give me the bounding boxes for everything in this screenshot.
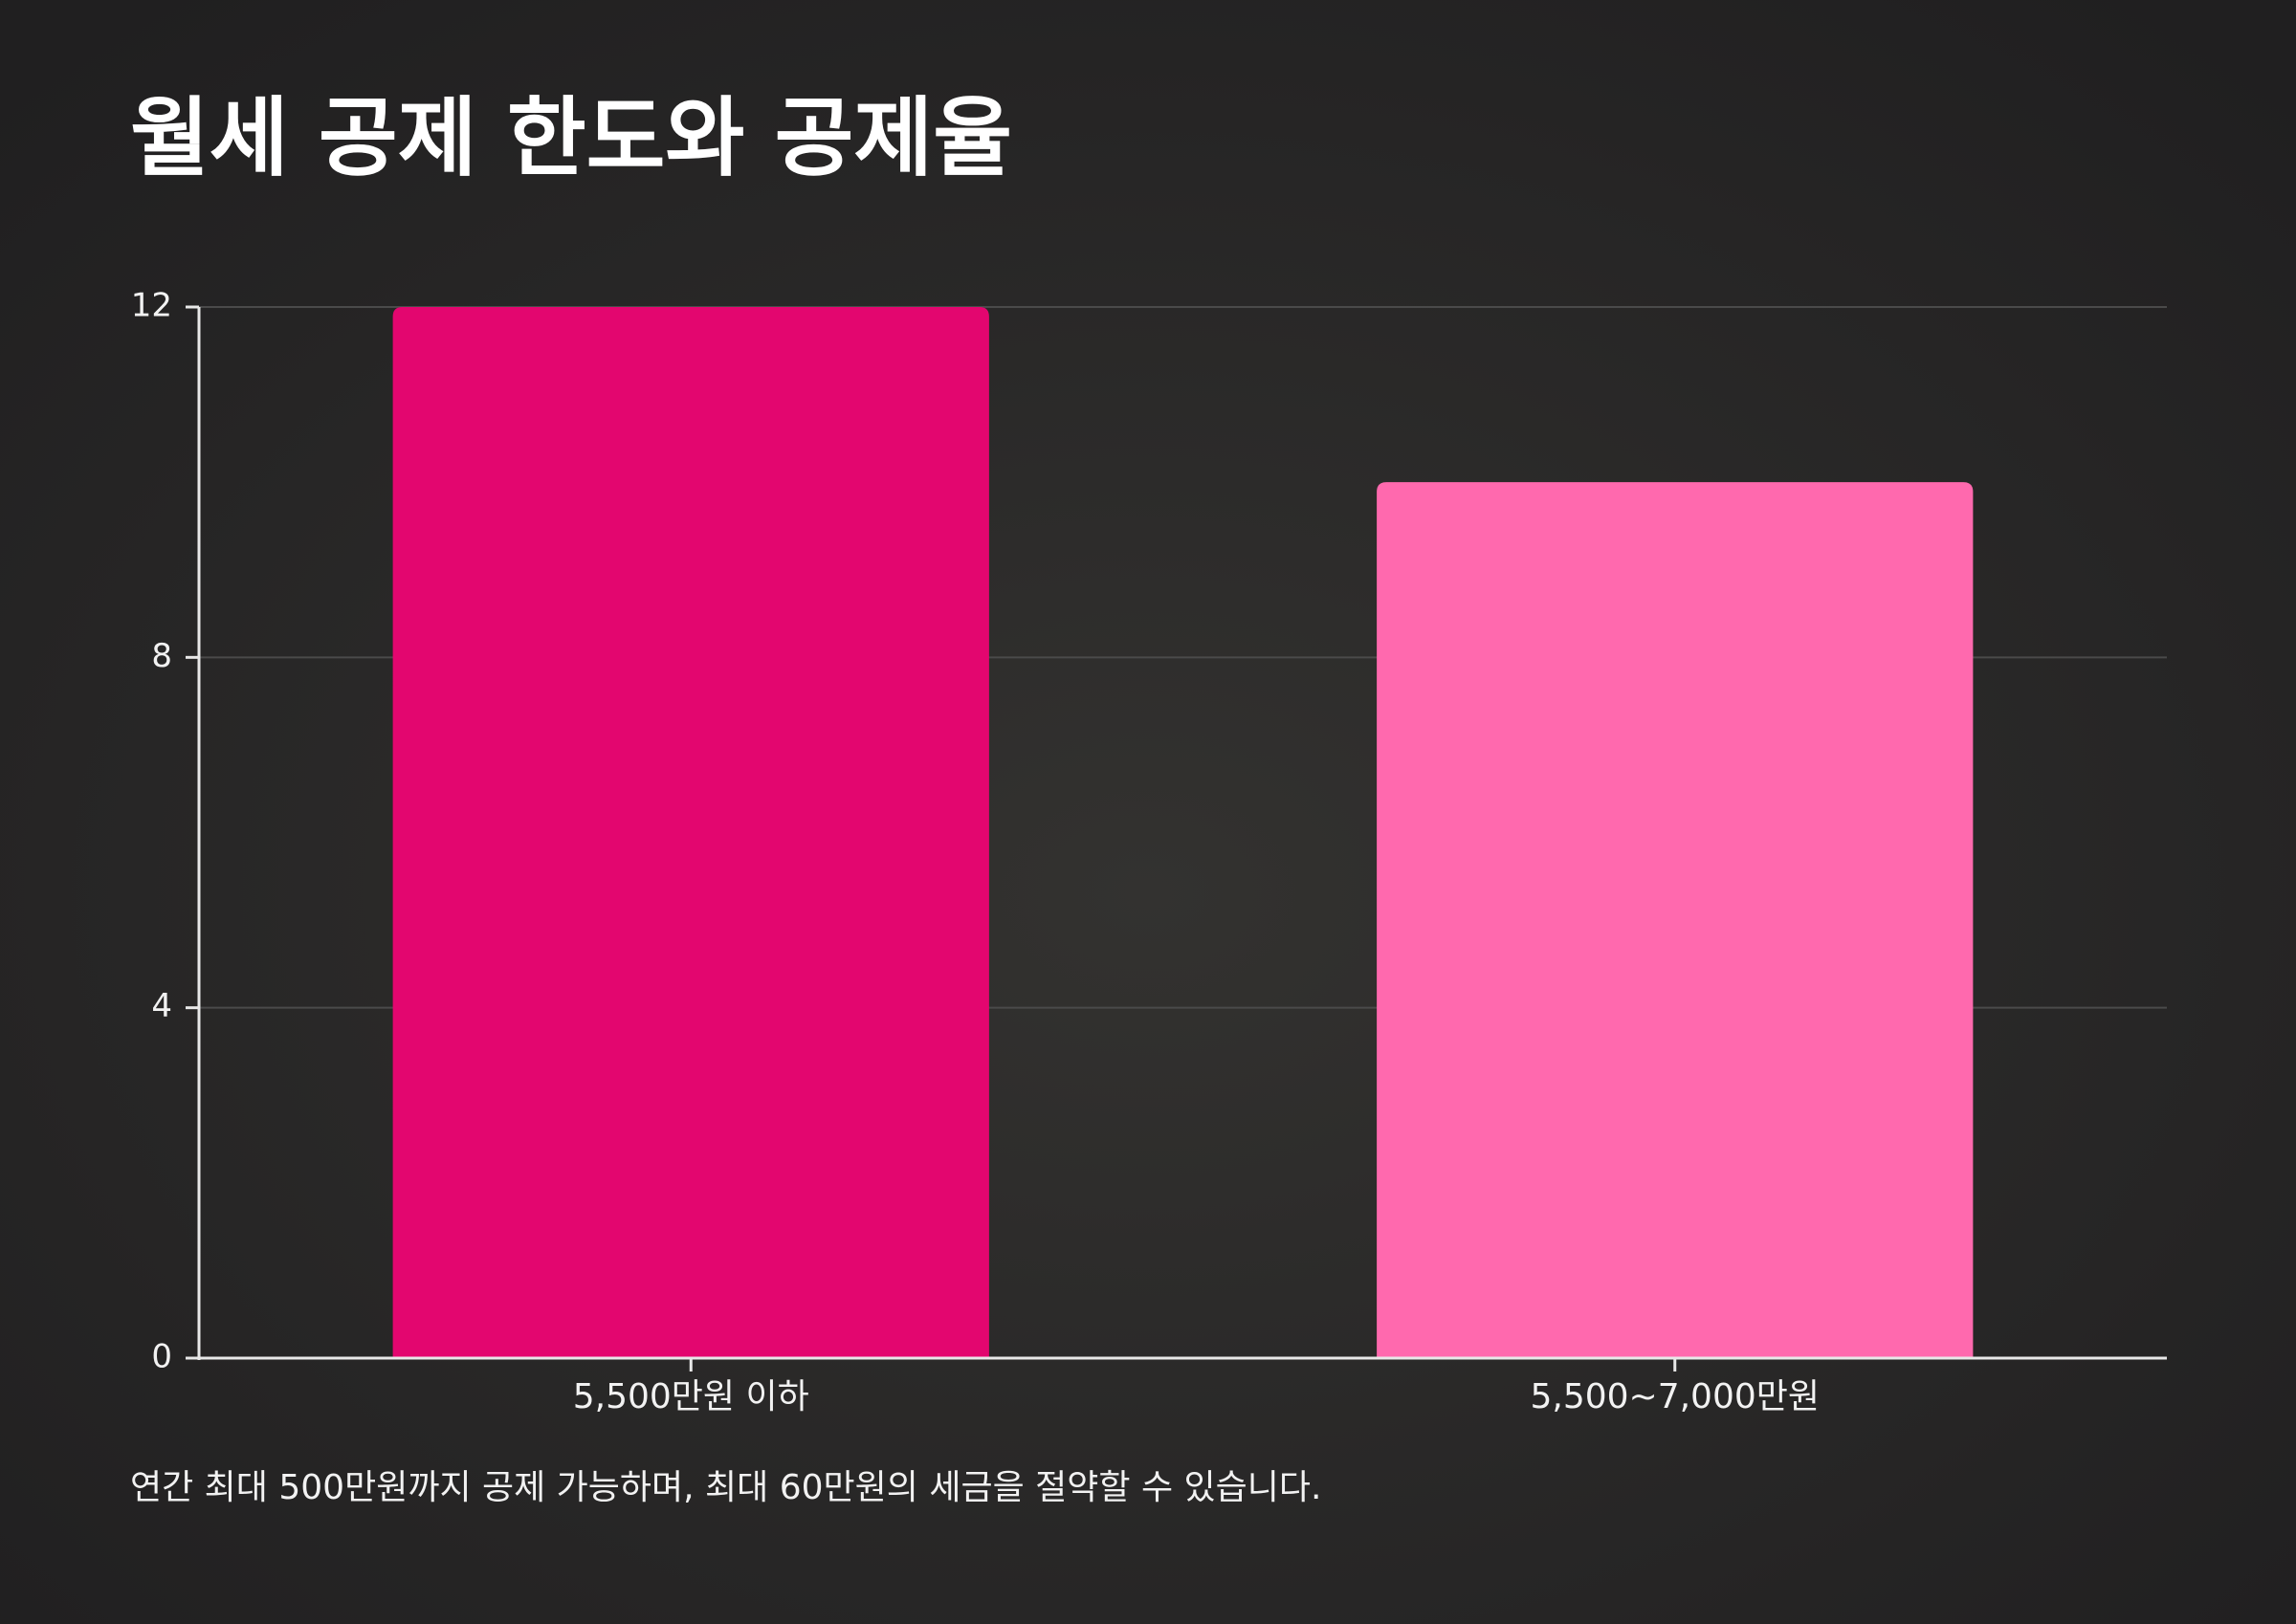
caption: 연간 최대 500만원까지 공제 가능하며, 최대 60만원의 세금을 절약할 … bbox=[130, 1468, 1321, 1507]
y-tick-label: 0 bbox=[151, 1338, 172, 1376]
y-tick-label: 12 bbox=[131, 287, 172, 325]
x-tick-label: 5,500만원 이하 bbox=[573, 1377, 809, 1416]
bar bbox=[1377, 482, 1974, 1359]
chart-title: 월세 공제 한도와 공제율 bbox=[130, 88, 1012, 188]
y-tick-label: 8 bbox=[151, 637, 172, 675]
bar bbox=[392, 307, 989, 1358]
y-tick-label: 4 bbox=[151, 987, 172, 1025]
x-tick-label: 5,500~7,000만원 bbox=[1530, 1377, 1820, 1416]
